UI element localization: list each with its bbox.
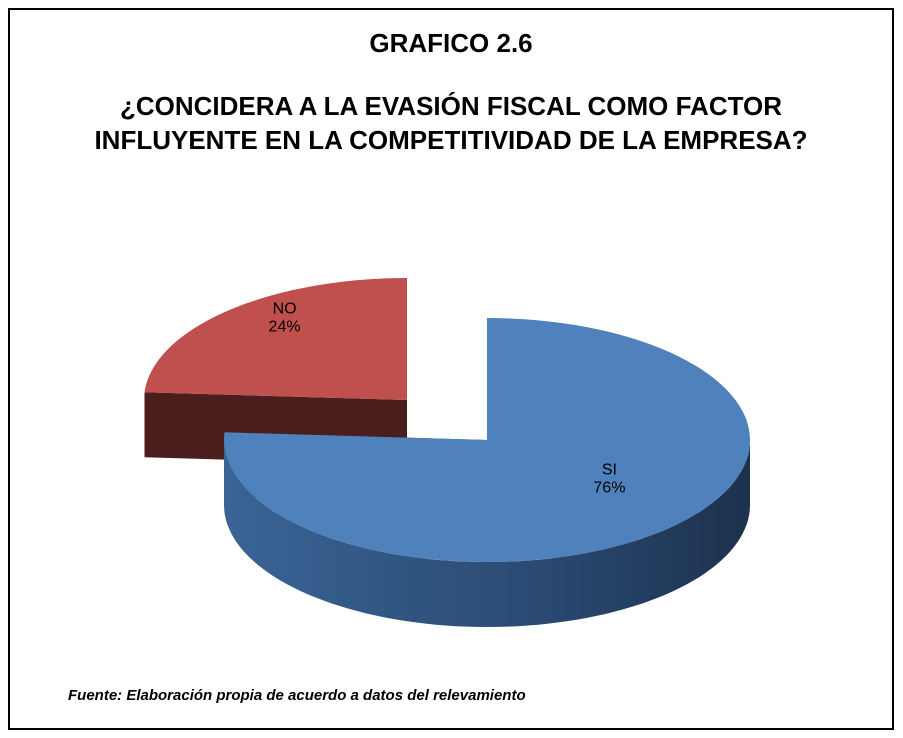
value-label: 24% <box>269 319 301 336</box>
slice <box>224 318 750 562</box>
slice-label: SI <box>602 462 617 479</box>
chart-title: GRAFICO 2.6 <box>369 28 532 58</box>
chart-subtitle: INFLUYENTE EN LA COMPETITIVIDAD DE LA EM… <box>94 125 807 155</box>
slice <box>144 278 407 400</box>
slice-label: NO <box>273 301 297 318</box>
slice-side <box>224 440 750 627</box>
chart-subtitle: ¿CONCIDERA A LA EVASIÓN FISCAL COMO FACT… <box>120 91 782 121</box>
value-label: 76% <box>593 480 625 497</box>
source-note: Fuente: Elaboración propia de acuerdo a … <box>68 687 526 704</box>
